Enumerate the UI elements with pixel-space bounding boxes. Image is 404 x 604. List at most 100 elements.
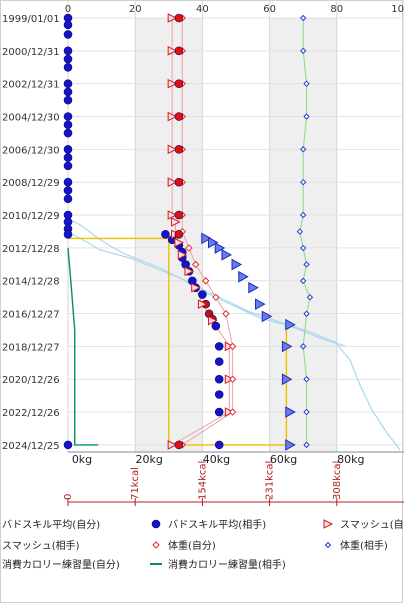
x-top-tick-label: 80: [330, 4, 343, 15]
kcal-tick-label: 71kcal: [130, 467, 141, 500]
point-s4-3: [214, 242, 226, 254]
point-s5-11: [202, 277, 210, 285]
point-s1-4: [63, 46, 73, 56]
point-s2-16: [214, 357, 224, 366]
legend-label: 体重(自分): [168, 539, 216, 552]
point-s2-20: [214, 440, 224, 450]
legend-swatch: [323, 519, 334, 529]
point-s2-14: [211, 321, 221, 331]
y-tick-label: 2016/12/27: [2, 310, 60, 321]
point-red-9: [174, 440, 184, 450]
point-s3-7: [167, 210, 178, 220]
point-s1-2: [63, 20, 73, 30]
point-s6-17: [303, 441, 310, 449]
point-s5-16: [228, 408, 237, 416]
legend-item: 体重(自分): [152, 539, 216, 552]
point-s6-4: [303, 113, 310, 120]
legend-label: 消費カロリー練習量(自分): [2, 558, 120, 571]
point-s6-14: [299, 343, 307, 350]
y-tick-label: 2012/12/28: [2, 244, 60, 255]
point-s6-10: [303, 261, 310, 268]
kcal-tick-label: 0: [63, 494, 74, 500]
point-s3-6: [167, 177, 178, 187]
y-tick-label: 2000/12/31: [2, 47, 60, 58]
point-s6-6: [299, 178, 307, 186]
point-s6-12: [306, 294, 314, 301]
point-s1-18: [63, 194, 73, 204]
x-top-tick-label: 0: [65, 4, 71, 15]
point-s1-17: [63, 186, 73, 195]
point-s4-2: [207, 236, 219, 249]
point-s3-15: [207, 315, 218, 326]
legend-item: バドスキル平均(自分): [2, 518, 100, 531]
legend-label: スマッシュ(自分): [340, 518, 404, 531]
point-s1-6: [63, 63, 73, 72]
point-s1-16: [63, 177, 73, 187]
x-bottom-tick-label: 80kg: [337, 453, 364, 466]
point-s4-6: [238, 270, 249, 283]
y-tick-label: 2004/12/30: [2, 113, 60, 124]
point-s6-2: [299, 47, 307, 55]
legend-swatch: [324, 541, 332, 549]
point-red-3: [174, 79, 184, 88]
point-s6-8: [296, 228, 304, 235]
y-tick-label: 2014/12/28: [2, 277, 60, 288]
kcal-tick-label: 154kcal: [197, 461, 208, 500]
point-s3-4: [167, 111, 178, 122]
point-s2-19: [214, 407, 224, 417]
point-s4-14: [285, 439, 296, 451]
point-s3-14: [197, 299, 208, 309]
legend-label: 体重(相手): [340, 539, 388, 552]
point-s1-13: [63, 145, 73, 154]
data-marks: [63, 13, 314, 451]
point-s4-1: [201, 232, 212, 245]
point-s1-15: [63, 161, 73, 171]
point-s2-15: [214, 342, 224, 351]
shaded-band-2: [269, 18, 337, 452]
point-s6-9: [299, 244, 307, 252]
point-s3-11: [177, 250, 188, 260]
point-s5-14: [228, 342, 237, 351]
legend-label: バドスキル平均(相手): [168, 518, 266, 531]
point-s3-3: [167, 78, 178, 89]
y-tick-label: 2006/12/30: [2, 145, 60, 156]
axes: 1999/01/01 2000/12/31 2002/12/31 2004/12/30…: [2, 4, 404, 506]
x-bottom-tick-label: 40kg: [203, 453, 230, 466]
reference-curve-1: [66, 219, 401, 451]
legend-item: バドスキル平均(相手): [151, 518, 266, 531]
point-s4-13: [285, 406, 296, 418]
point-s5-10: [191, 260, 200, 269]
point-s6-5: [299, 146, 307, 153]
y-tick-label: 2024/12/25: [2, 441, 60, 452]
point-s4-4: [221, 248, 232, 261]
legend-swatch: [151, 519, 161, 529]
legend-item: 消費カロリー練習量(相手): [150, 558, 286, 571]
y-tick-label: 1999/01/01: [2, 14, 60, 25]
legend-item: スマッシュ(相手): [2, 539, 80, 552]
x-top-tick-label: 60: [263, 4, 276, 15]
point-s1-22: [63, 229, 73, 239]
point-s4-10: [285, 318, 296, 331]
point-s6-1: [299, 14, 307, 22]
x-top-tick-label: 10: [391, 4, 404, 15]
point-s3-8: [171, 217, 181, 227]
point-s2-1: [161, 229, 170, 239]
point-s4-11: [281, 340, 293, 353]
point-s1-8: [63, 87, 73, 97]
x-top-tick-label: 20: [129, 4, 142, 15]
point-s1-12: [63, 128, 73, 138]
point-s1-3: [63, 30, 73, 39]
point-red-4: [174, 112, 184, 121]
point-s4-7: [248, 281, 259, 294]
point-s3-19: [167, 440, 178, 450]
point-s4-5: [231, 258, 243, 271]
legend-label: 消費カロリー練習量(相手): [168, 558, 286, 571]
point-s6-15: [303, 376, 310, 383]
series-line-8: [67, 247, 99, 446]
x-bottom-tick-label: 0kg: [72, 453, 92, 466]
legend: バドスキル平均(自分) バドスキル平均(相手) スマッシュ(自分) スマッシュ(相手)…: [2, 518, 404, 571]
y-tick-label: 2002/12/31: [2, 80, 60, 91]
legend-item: 消費カロリー練習量(自分): [2, 558, 120, 571]
point-s2-10: [198, 290, 207, 299]
